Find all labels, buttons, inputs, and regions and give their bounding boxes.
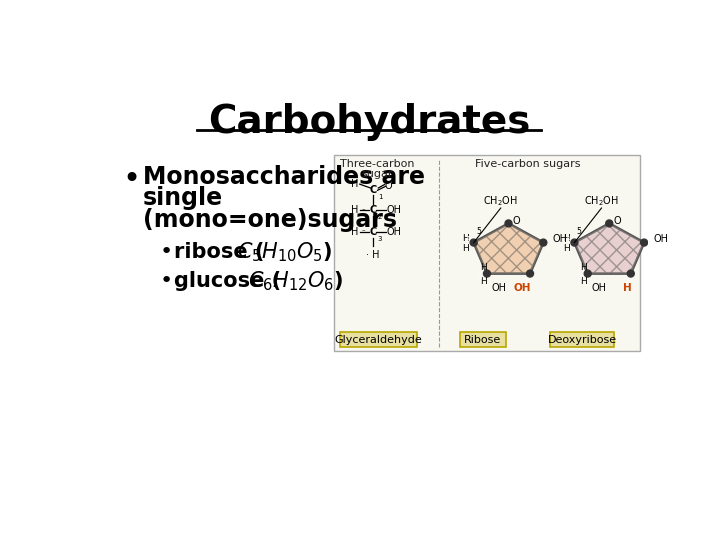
Circle shape: [627, 270, 634, 277]
Text: 4: 4: [566, 236, 570, 242]
Text: OH: OH: [553, 234, 567, 244]
Text: 2: 2: [377, 214, 382, 220]
Text: 3: 3: [377, 236, 382, 242]
Text: 5: 5: [577, 227, 582, 237]
Text: sugar: sugar: [361, 168, 392, 179]
Circle shape: [470, 239, 477, 246]
Text: C: C: [369, 227, 377, 237]
Text: ribose (: ribose (: [174, 242, 264, 262]
Text: 2: 2: [625, 278, 629, 284]
Text: $\mathit{C}_5\mathit{H}_{10}\mathit{O}_5$): $\mathit{C}_5\mathit{H}_{10}\mathit{O}_5…: [238, 240, 333, 264]
Text: •: •: [160, 242, 173, 262]
Text: OH: OH: [653, 234, 668, 244]
Text: OH: OH: [387, 205, 401, 215]
Text: H: H: [480, 277, 487, 286]
Text: Three-carbon: Three-carbon: [340, 159, 414, 168]
Text: O: O: [613, 216, 621, 226]
Text: H: H: [580, 263, 588, 272]
Polygon shape: [474, 224, 544, 274]
Text: H: H: [351, 205, 359, 215]
Text: 3: 3: [577, 274, 582, 280]
Text: Five-carbon sugars: Five-carbon sugars: [475, 159, 580, 168]
Text: OH: OH: [387, 227, 401, 237]
Text: 1: 1: [545, 246, 549, 252]
Text: H: H: [351, 227, 359, 237]
Text: O: O: [384, 181, 392, 191]
Text: –: –: [362, 206, 365, 212]
Text: H: H: [623, 283, 631, 293]
Text: OH: OH: [592, 283, 607, 293]
Circle shape: [584, 270, 591, 277]
Text: single: single: [143, 186, 222, 211]
Text: Deoxyribose: Deoxyribose: [548, 335, 617, 345]
Text: H: H: [563, 234, 570, 243]
Circle shape: [606, 220, 613, 227]
Text: H: H: [462, 244, 469, 253]
Text: 4: 4: [465, 236, 469, 242]
Text: H: H: [462, 234, 469, 243]
Text: H: H: [563, 244, 570, 253]
Polygon shape: [474, 224, 544, 274]
Polygon shape: [575, 224, 644, 274]
Text: •: •: [160, 271, 173, 291]
Circle shape: [641, 239, 647, 246]
Bar: [334, 155, 640, 351]
Text: H: H: [580, 277, 588, 286]
Text: Ribose: Ribose: [464, 335, 502, 345]
Circle shape: [526, 270, 534, 277]
Circle shape: [484, 270, 490, 277]
Text: H: H: [480, 263, 487, 272]
Text: $\mathit{C}_6\mathit{H}_{12}\mathit{O}_6$): $\mathit{C}_6\mathit{H}_{12}\mathit{O}_6…: [248, 269, 343, 293]
FancyBboxPatch shape: [550, 332, 614, 347]
Text: Glyceraldehyde: Glyceraldehyde: [334, 335, 422, 345]
Text: –: –: [362, 227, 365, 233]
Text: 2: 2: [524, 278, 528, 284]
Text: 1: 1: [646, 246, 650, 252]
FancyBboxPatch shape: [340, 332, 417, 347]
Text: $\mathregular{CH_2OH}$: $\mathregular{CH_2OH}$: [483, 194, 518, 208]
Text: OH: OH: [513, 283, 531, 293]
Polygon shape: [575, 224, 644, 274]
Text: glucose (: glucose (: [174, 271, 281, 291]
Text: $\mathregular{CH_2OH}$: $\mathregular{CH_2OH}$: [584, 194, 619, 208]
Text: •: •: [122, 165, 140, 194]
Text: Carbohydrates: Carbohydrates: [208, 103, 530, 141]
Text: C: C: [369, 205, 377, 215]
Circle shape: [505, 220, 512, 227]
Text: Monosaccharides are: Monosaccharides are: [143, 165, 425, 189]
Text: O: O: [513, 216, 520, 226]
Circle shape: [540, 239, 546, 246]
FancyBboxPatch shape: [459, 332, 506, 347]
Text: OH: OH: [491, 283, 506, 293]
Text: (mono=one)sugars: (mono=one)sugars: [143, 208, 397, 232]
Text: H: H: [351, 179, 359, 189]
Circle shape: [571, 239, 578, 246]
Text: 5: 5: [476, 227, 481, 237]
Text: C: C: [369, 185, 377, 195]
Text: · H: · H: [366, 249, 379, 260]
Text: 1: 1: [378, 194, 383, 200]
Text: 3: 3: [477, 274, 482, 280]
